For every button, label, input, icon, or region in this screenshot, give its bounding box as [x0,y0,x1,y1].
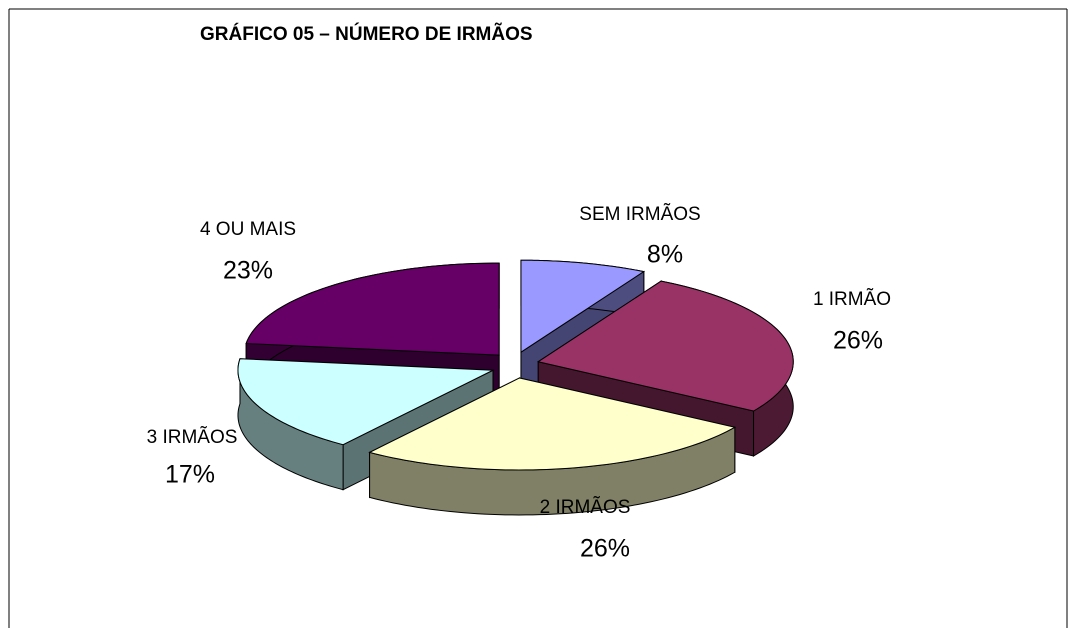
slice-label: SEM IRMÃOS [579,203,700,225]
slice-value: 26% [833,327,883,355]
slice-value: 8% [647,241,683,269]
pie [237,259,794,516]
slice-value: 26% [580,535,630,563]
slice [536,280,794,412]
slice-label: 1 IRMÃO [813,288,891,310]
slice [237,358,495,446]
slice-label: 4 OU MAIS [200,219,296,240]
slice-label: 2 IRMÃOS [540,496,631,518]
slice-label: 3 IRMÃOS [147,426,238,448]
slice [368,377,737,471]
slice-value: 23% [223,257,273,285]
slice [245,262,500,356]
slice-value: 17% [165,461,215,489]
chart-title: GRÁFICO 05 – NÚMERO DE IRMÃOS [200,23,533,45]
slice [520,259,646,354]
